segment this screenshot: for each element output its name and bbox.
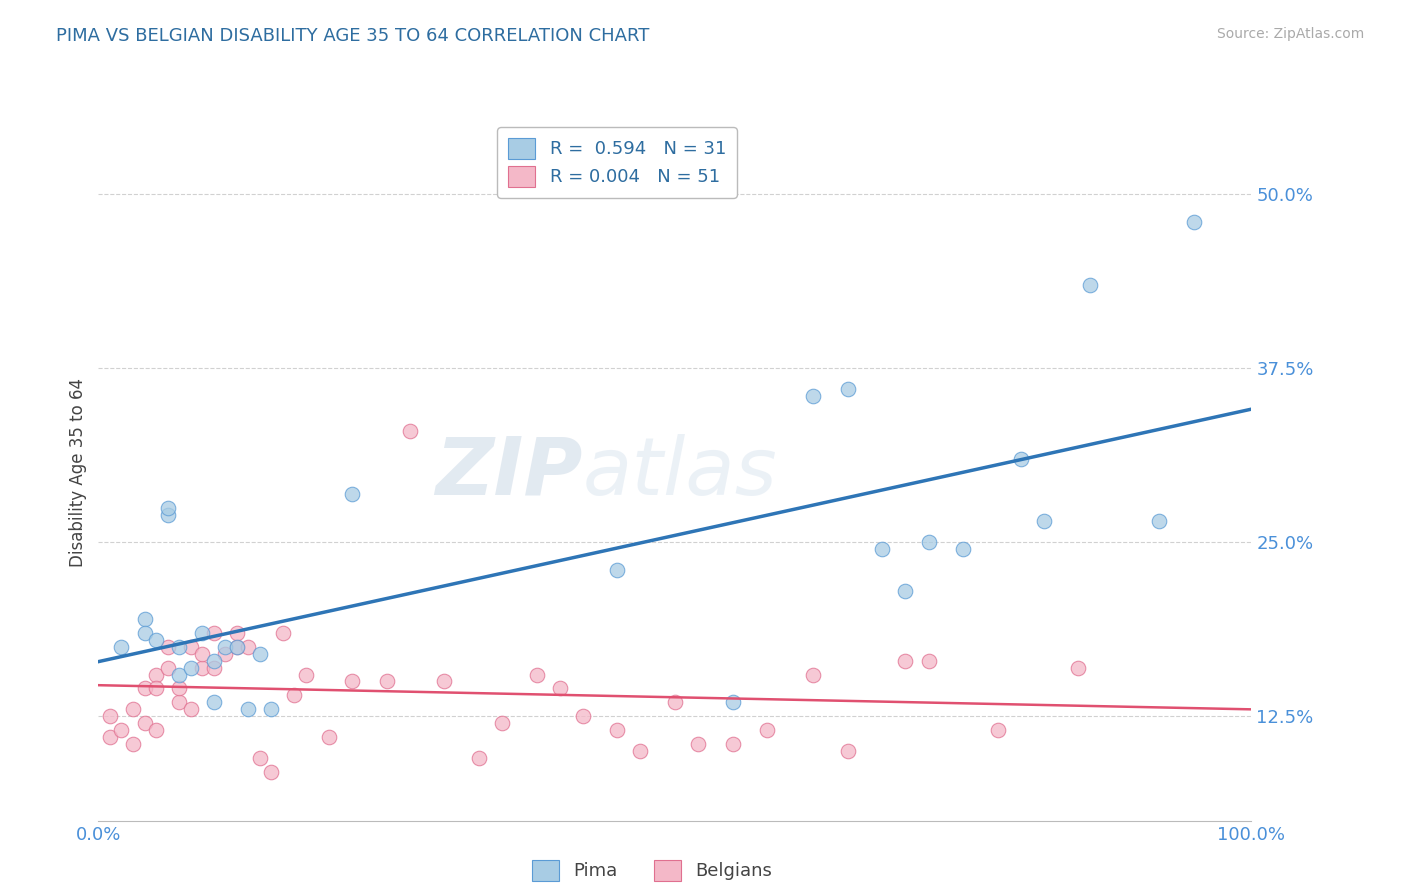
Point [872,542,894,557]
Point [571,709,593,723]
Point [156,500,179,515]
Point [260,764,283,779]
Point [756,723,779,738]
Point [180,660,202,674]
Point [134,625,156,640]
Point [340,486,363,500]
Point [202,625,225,640]
Point [202,660,225,674]
Point [1032,515,1054,529]
Point [249,751,271,765]
Point [167,640,190,654]
Point [225,640,247,654]
Point [606,723,628,738]
Point [801,667,824,681]
Point [156,640,179,654]
Point [1010,451,1032,466]
Point [721,695,744,709]
Y-axis label: Disability Age 35 to 64: Disability Age 35 to 64 [69,378,87,567]
Text: PIMA VS BELGIAN DISABILITY AGE 35 TO 64 CORRELATION CHART: PIMA VS BELGIAN DISABILITY AGE 35 TO 64 … [56,27,650,45]
Point [260,702,283,716]
Point [167,695,190,709]
Point [225,625,247,640]
Point [628,744,651,758]
Point [526,667,548,681]
Point [837,382,859,396]
Point [491,716,513,731]
Point [433,674,456,689]
Point [180,702,202,716]
Point [145,667,167,681]
Point [664,695,686,709]
Point [1067,660,1090,674]
Text: atlas: atlas [582,434,778,512]
Point [238,640,260,654]
Point [271,625,294,640]
Point [548,681,571,696]
Point [134,612,156,626]
Point [167,667,190,681]
Point [214,640,236,654]
Point [283,689,305,703]
Point [952,542,974,557]
Point [156,508,179,522]
Point [295,667,318,681]
Point [917,535,939,549]
Point [468,751,491,765]
Point [167,681,190,696]
Point [191,625,214,640]
Legend: Pima, Belgians: Pima, Belgians [524,853,779,888]
Point [98,709,121,723]
Point [686,737,709,751]
Point [375,674,398,689]
Point [1078,277,1101,292]
Point [180,640,202,654]
Text: ZIP: ZIP [436,434,582,512]
Point [894,584,917,599]
Point [225,640,247,654]
Point [191,647,214,661]
Point [606,563,628,577]
Point [191,660,214,674]
Point [110,723,132,738]
Point [214,647,236,661]
Point [318,730,340,744]
Point [134,716,156,731]
Point [249,647,271,661]
Point [134,681,156,696]
Point [894,654,917,668]
Point [145,632,167,647]
Point [202,654,225,668]
Point [238,702,260,716]
Point [145,723,167,738]
Point [156,660,179,674]
Point [917,654,939,668]
Point [398,424,420,438]
Point [837,744,859,758]
Point [987,723,1010,738]
Text: Source: ZipAtlas.com: Source: ZipAtlas.com [1216,27,1364,41]
Point [122,737,145,751]
Point [1182,215,1205,229]
Point [145,681,167,696]
Point [98,730,121,744]
Point [202,695,225,709]
Point [721,737,744,751]
Point [340,674,363,689]
Point [1147,515,1170,529]
Point [110,640,132,654]
Point [122,702,145,716]
Point [801,389,824,403]
